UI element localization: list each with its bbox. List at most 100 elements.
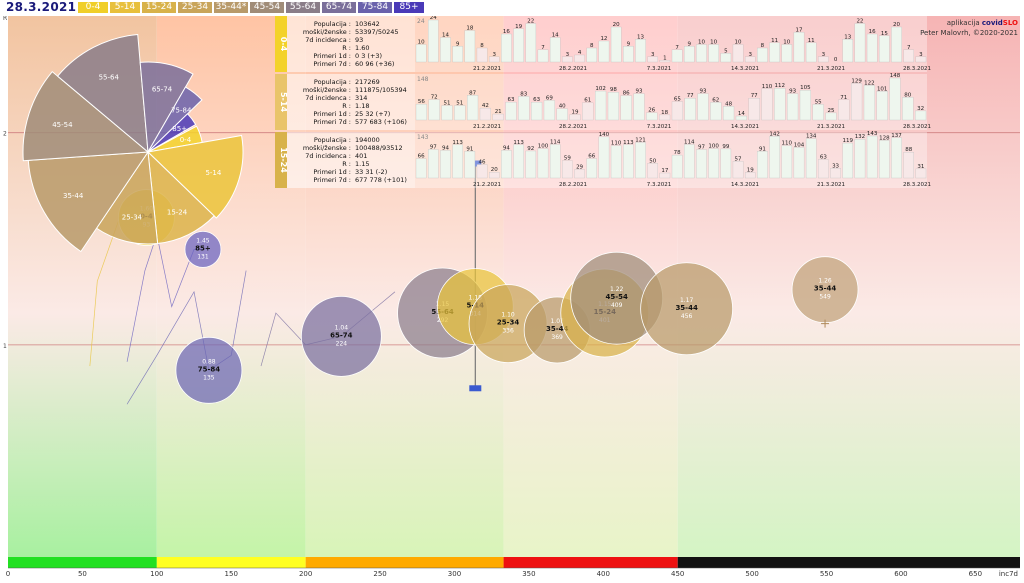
legend-chip-65-74[interactable]: 65-74	[322, 2, 356, 13]
panel-bar	[513, 144, 524, 179]
panel-bar	[735, 115, 747, 121]
panel-bar-value: 10	[698, 40, 705, 46]
header-bar: 28.3.2021 0-4 5-14 15-24 25-34 35-44* 45-54 55…	[0, 0, 1024, 16]
legend-chip-75-84[interactable]: 75-84	[358, 2, 392, 13]
panel-date-label: 28.3.2021	[903, 66, 931, 72]
panel-bar	[696, 149, 707, 179]
panel-bar-value: 122	[864, 80, 875, 86]
x-tick-label: 250	[373, 570, 386, 578]
panel-bar-value: 13	[637, 34, 644, 40]
legend-chip-85-[interactable]: 85+	[394, 2, 424, 13]
panel-bar-value: 114	[684, 140, 695, 146]
panel-bar	[659, 172, 671, 179]
risk-band-3	[503, 557, 678, 568]
panel-bar	[710, 102, 722, 121]
x-axis-label: inc7d	[999, 570, 1018, 578]
panel-bar-value: 25	[828, 108, 835, 114]
stat-key: Primeri 1d :	[313, 168, 351, 176]
panel-bar	[537, 49, 549, 63]
panel-bar-value: 8	[761, 43, 765, 49]
panel-date-label: 21.2.2021	[473, 66, 501, 72]
panel-bar	[793, 32, 805, 63]
panel-max-label: 148	[417, 76, 429, 83]
panel-bar-value: 110	[762, 84, 773, 90]
stat-key: Primeri 1d :	[313, 110, 351, 118]
panel-bar	[556, 108, 568, 121]
panel-bar	[659, 114, 671, 121]
rose-label: 65-74	[152, 86, 173, 94]
bubble-inc-label: 135	[203, 374, 215, 381]
panel-bar-value: 62	[712, 97, 719, 103]
panel-bar	[903, 49, 914, 63]
panel-bar	[684, 46, 695, 63]
panel-bar-value: 19	[747, 167, 754, 173]
panel-bar-value: 8	[590, 43, 594, 49]
panel-bar-value: 93	[789, 89, 796, 95]
bubble-group-label: 75-84	[198, 365, 221, 373]
legend-chip-55-64[interactable]: 55-64	[286, 2, 320, 13]
panel-bar	[757, 151, 768, 179]
panel-bar-value: 9	[627, 41, 631, 47]
panel-bar	[476, 47, 488, 63]
panel-date-label: 28.2.2021	[559, 124, 587, 130]
panel-bar-value: 99	[722, 144, 729, 150]
risk-band-4	[677, 557, 1020, 568]
legend-chip-5-14[interactable]: 5-14	[110, 2, 140, 13]
panel-bar	[671, 49, 683, 63]
panel-bar	[598, 40, 610, 63]
panel-bar	[525, 23, 537, 63]
panel-bar	[696, 44, 707, 63]
legend-chip-45-54[interactable]: 45-54	[250, 2, 284, 13]
legend-chip-15-24[interactable]: 15-24	[142, 2, 176, 13]
panel-bar	[787, 93, 799, 121]
x-tick-label: 0	[6, 570, 10, 578]
bubble-group-label: 25-34	[497, 319, 520, 327]
stat-value: 314	[355, 94, 367, 102]
panel-bar-value: 31	[917, 164, 924, 170]
panel-tag-bg	[275, 132, 287, 188]
panel-bar	[646, 112, 658, 121]
bubble-75-84	[175, 336, 243, 404]
x-tick-label: 600	[894, 570, 907, 578]
panel-stats-bg	[287, 16, 415, 72]
panel-bar-value: 104	[794, 142, 805, 148]
panel-bar	[440, 37, 451, 63]
panel-bar-value: 10	[735, 40, 742, 46]
panel-bar-value: 148	[890, 73, 901, 79]
legend-chip-35-44-[interactable]: 35-44*	[214, 2, 248, 13]
panel-bars-bg	[415, 132, 927, 188]
panel-bar-value: 105	[800, 85, 811, 91]
bubble-r-label: 1.26	[818, 278, 832, 285]
panel-bar-value: 100	[708, 144, 719, 150]
panel-date-label: 21.3.2021	[817, 66, 845, 72]
bubble-inc-label: 409	[611, 302, 623, 309]
bubble-inc-label: 549	[819, 294, 831, 301]
panel-bar	[805, 42, 817, 63]
rose-slice-5-14	[146, 134, 244, 219]
panel-date-label: 21.2.2021	[473, 182, 501, 188]
bubble-r-label: 1.22	[610, 286, 624, 293]
bubble-r-label: 1.18	[469, 295, 483, 302]
legend-chip-25-34[interactable]: 25-34	[178, 2, 212, 13]
legend-chip-0-4[interactable]: 0-4	[78, 2, 108, 13]
panel-bar-value: 56	[418, 99, 425, 105]
credit-author: Peter Malovrh, ©2020-2021	[920, 29, 1018, 37]
panel-bar	[586, 158, 598, 179]
panel-max-label: 24	[417, 18, 425, 25]
panel-bar-value: 112	[775, 83, 786, 89]
rose-slice-85+	[147, 113, 197, 153]
panel-bar	[671, 154, 683, 179]
stat-key: Primeri 7d :	[313, 176, 351, 184]
panel-bar	[842, 142, 854, 179]
panel-bar	[623, 46, 634, 63]
panel-bar-value: 63	[508, 97, 515, 103]
panel-bar	[781, 145, 793, 179]
panel-bar-value: 3	[748, 52, 752, 58]
panel-bar-value: 18	[661, 110, 668, 116]
panel-bar-value: 40	[559, 104, 566, 110]
panel-date-label: 7.3.2021	[647, 124, 672, 130]
y-tick-label: 2	[3, 131, 7, 138]
panel-date-label: 28.2.2021	[559, 182, 587, 188]
panel-bar-value: 78	[674, 150, 681, 156]
